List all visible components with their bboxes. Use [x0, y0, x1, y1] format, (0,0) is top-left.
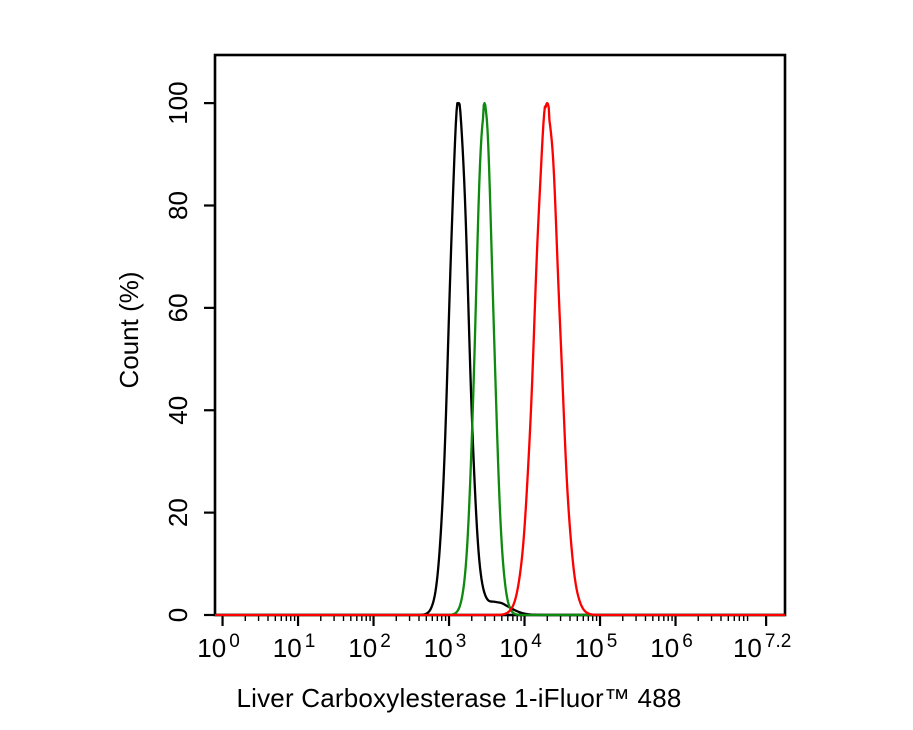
x-tick-label: 10 6	[650, 631, 693, 663]
y-tick-label: 20	[163, 498, 193, 527]
black-curve	[215, 101, 785, 617]
x-major-ticks: 10 0 10 1 10 2 10 3 10 4 10 5 10 6 10 7.2	[197, 616, 791, 663]
x-tick-label: 10 0	[197, 631, 240, 663]
y-tick-label: 40	[163, 396, 193, 425]
x-tick-label: 10 4	[499, 631, 542, 663]
series-red-curve	[215, 101, 785, 617]
y-tick-label: 100	[163, 81, 193, 124]
y-tick-label: 80	[163, 191, 193, 220]
x-axis-title: Liver Carboxylesterase 1-iFluor™ 488	[236, 683, 682, 713]
green-curve	[215, 101, 785, 617]
y-tick-label: 60	[163, 293, 193, 322]
y-tick-label: 0	[163, 608, 193, 622]
y-axis-title: Count (%)	[114, 271, 144, 389]
x-tick-label: 10 3	[424, 631, 467, 663]
x-tick-label: 10 7.2	[733, 631, 791, 663]
series-black-curve	[215, 101, 785, 617]
series-green-curve	[215, 101, 785, 617]
x-tick-label: 10 5	[575, 631, 618, 663]
red-curve	[215, 101, 785, 617]
x-tick-label: 10 1	[273, 631, 316, 663]
x-minor-ticks	[244, 616, 749, 621]
x-tick-label: 10 2	[348, 631, 391, 663]
y-ticks: 0 20 40 60 80 100	[163, 81, 214, 622]
